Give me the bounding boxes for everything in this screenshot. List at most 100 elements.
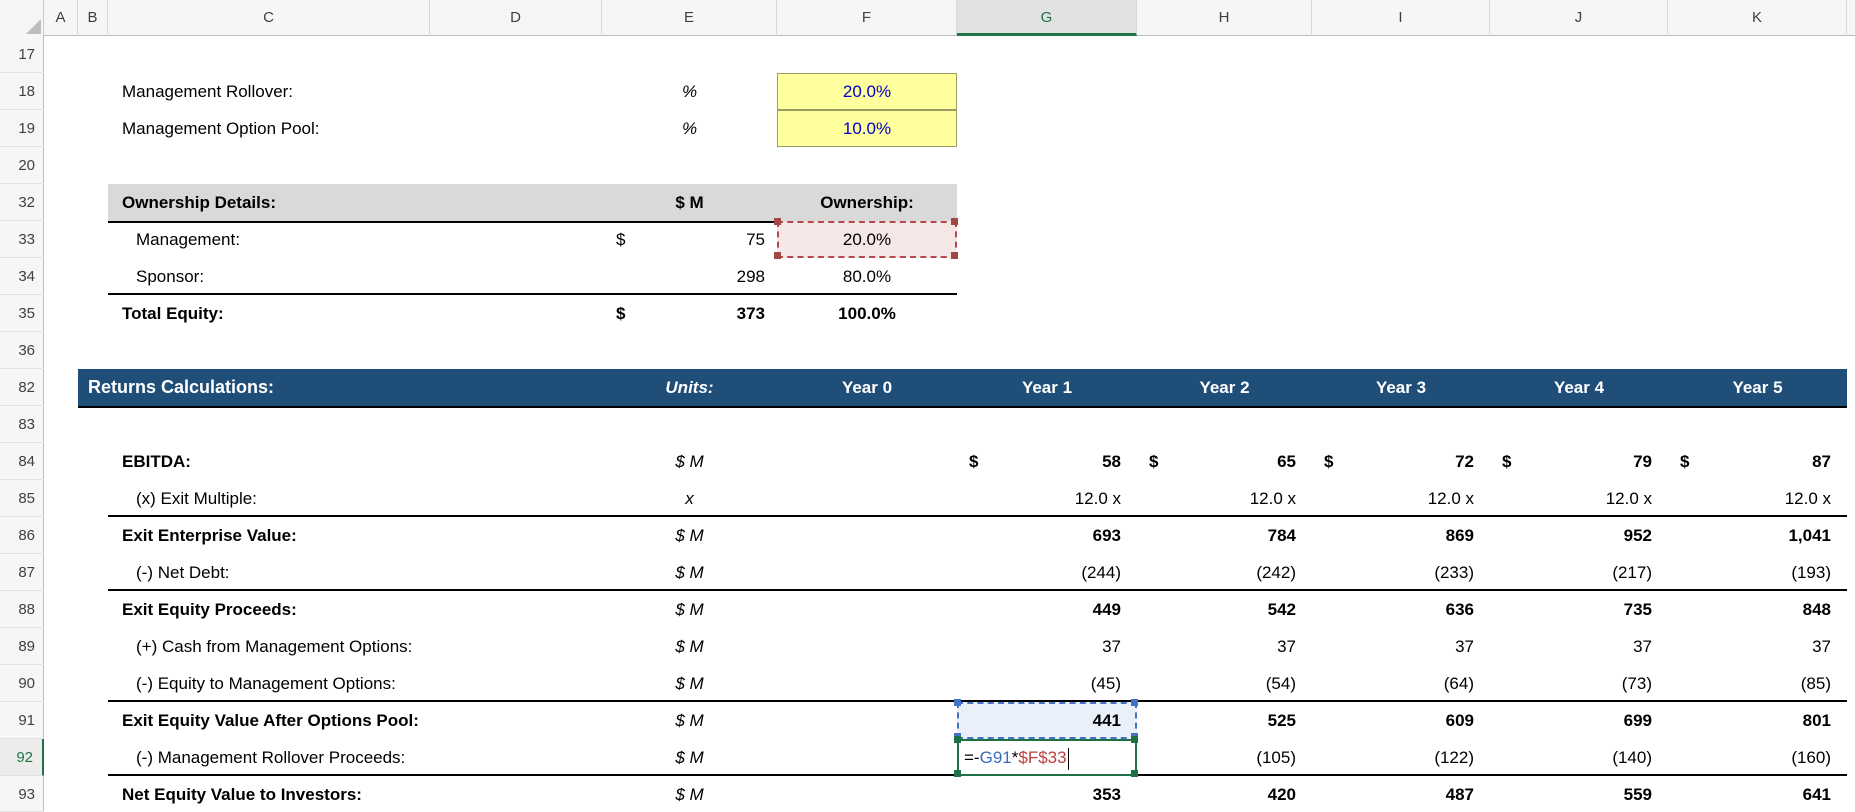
col-header-K[interactable]: K [1668, 0, 1847, 36]
cell-C92-label[interactable]: (-) Management Rollover Proceeds: [136, 748, 406, 767]
col-header-C[interactable]: C [108, 0, 430, 36]
cell-G88[interactable]: 449 [1092, 600, 1121, 619]
cell-C88-label[interactable]: Exit Equity Proceeds: [122, 600, 297, 619]
cell-K91[interactable]: 801 [1802, 711, 1831, 730]
cell-E33-amount[interactable]: 75 [746, 230, 765, 249]
row-header-34[interactable]: 34 [0, 258, 44, 295]
cell-G90[interactable]: (45) [1090, 674, 1121, 693]
cell-E35-amount[interactable]: 373 [736, 304, 765, 323]
cell-F33-precedent-highlight[interactable]: 20.0% [777, 221, 957, 258]
cell-G84[interactable]: $58 [957, 443, 1137, 480]
cell-I92[interactable]: (122) [1434, 748, 1474, 767]
col-header-H[interactable]: H [1137, 0, 1312, 36]
cell-C90-label[interactable]: (-) Equity to Management Options: [136, 674, 396, 693]
cell-J90[interactable]: (73) [1621, 674, 1652, 693]
cell-K90[interactable]: (85) [1800, 674, 1831, 693]
cell-K82-year5[interactable]: Year 5 [1732, 378, 1783, 397]
row-header-33[interactable]: 33 [0, 221, 44, 258]
cell-E91-unit[interactable]: $ M [675, 711, 704, 730]
cell-J85[interactable]: 12.0 x [1605, 489, 1652, 508]
cell-C87-label[interactable]: (-) Net Debt: [136, 563, 230, 582]
cell-H89[interactable]: 37 [1277, 637, 1296, 656]
cell-H85[interactable]: 12.0 x [1249, 489, 1296, 508]
cell-G93[interactable]: 353 [1092, 785, 1121, 804]
cell-J84[interactable]: $79 [1490, 443, 1668, 480]
cell-E93-unit[interactable]: $ M [675, 785, 704, 804]
cell-K84[interactable]: $87 [1668, 443, 1847, 480]
cell-C84-label[interactable]: EBITDA: [122, 452, 191, 471]
cell-F34-pct[interactable]: 80.0% [842, 267, 892, 286]
cell-C19-label[interactable]: Management Option Pool: [122, 119, 320, 138]
cell-I91[interactable]: 609 [1445, 711, 1474, 730]
cell-H82-year2[interactable]: Year 2 [1199, 378, 1250, 397]
cell-H86[interactable]: 784 [1267, 526, 1296, 545]
cell-J89[interactable]: 37 [1633, 637, 1652, 656]
cell-C35-label[interactable]: Total Equity: [122, 304, 224, 323]
cell-I87[interactable]: (233) [1434, 563, 1474, 582]
row-header-18[interactable]: 18 [0, 73, 44, 110]
cell-E85-unit[interactable]: x [685, 489, 694, 508]
cell-C85-label[interactable]: (x) Exit Multiple: [136, 489, 257, 508]
cell-C33-label[interactable]: Management: [136, 230, 240, 249]
cell-E19-unit[interactable]: % [681, 119, 698, 138]
cell-H90[interactable]: (54) [1265, 674, 1296, 693]
cell-C93-label[interactable]: Net Equity Value to Investors: [122, 785, 362, 804]
cell-J86[interactable]: 952 [1623, 526, 1652, 545]
cell-I90[interactable]: (64) [1443, 674, 1474, 693]
cell-I88[interactable]: 636 [1445, 600, 1474, 619]
cell-I93[interactable]: 487 [1445, 785, 1474, 804]
cell-F18-input[interactable]: 20.0% [777, 73, 957, 110]
cell-I89[interactable]: 37 [1455, 637, 1474, 656]
row-header-86[interactable]: 86 [0, 517, 44, 554]
cell-H87[interactable]: (242) [1256, 563, 1296, 582]
cell-C86-label[interactable]: Exit Enterprise Value: [122, 526, 297, 545]
cell-E92-unit[interactable]: $ M [675, 748, 704, 767]
row-header-87[interactable]: 87 [0, 554, 44, 591]
row-header-35[interactable]: 35 [0, 295, 44, 332]
row-header-82[interactable]: 82 [0, 369, 44, 406]
cell-G89[interactable]: 37 [1102, 637, 1121, 656]
cell-H92[interactable]: (105) [1256, 748, 1296, 767]
col-header-B[interactable]: B [78, 0, 108, 36]
cell-F32-header[interactable]: Ownership: [820, 193, 914, 212]
cell-E86-unit[interactable]: $ M [675, 526, 704, 545]
cell-E88-unit[interactable]: $ M [675, 600, 704, 619]
col-header-A[interactable]: A [44, 0, 78, 36]
row-header-89[interactable]: 89 [0, 628, 44, 665]
cell-J91[interactable]: 699 [1623, 711, 1652, 730]
cell-C82-title[interactable]: Returns Calculations: [88, 377, 275, 397]
cell-C34-label[interactable]: Sponsor: [136, 267, 205, 286]
row-header-20[interactable]: 20 [0, 147, 44, 184]
row-header-84[interactable]: 84 [0, 443, 44, 480]
row-header-36[interactable]: 36 [0, 332, 44, 369]
row-header-93[interactable]: 93 [0, 776, 44, 812]
cell-F19-input[interactable]: 10.0% [777, 110, 957, 147]
cell-I85[interactable]: 12.0 x [1427, 489, 1474, 508]
row-header-92-active[interactable]: 92 [0, 739, 44, 776]
cell-G82-year1[interactable]: Year 1 [1021, 378, 1073, 397]
col-header-I[interactable]: I [1312, 0, 1490, 36]
cell-K92[interactable]: (160) [1791, 748, 1831, 767]
cell-I86[interactable]: 869 [1445, 526, 1474, 545]
cell-H93[interactable]: 420 [1267, 785, 1296, 804]
cell-E87-unit[interactable]: $ M [675, 563, 704, 582]
cell-E82-units-header[interactable]: Units: [665, 378, 714, 397]
cell-E34-amount[interactable]: 298 [736, 267, 765, 286]
cell-J93[interactable]: 559 [1623, 785, 1652, 804]
cell-C89-label[interactable]: (+) Cash from Management Options: [136, 637, 413, 656]
row-header-83[interactable]: 83 [0, 406, 44, 443]
cell-K86[interactable]: 1,041 [1788, 526, 1831, 545]
cell-E32-header[interactable]: $ M [675, 193, 704, 212]
col-header-G-selected[interactable]: G [957, 0, 1137, 36]
cell-K85[interactable]: 12.0 x [1784, 489, 1831, 508]
cell-I84[interactable]: $72 [1312, 443, 1490, 480]
row-header-88[interactable]: 88 [0, 591, 44, 628]
row-header-32[interactable]: 32 [0, 184, 44, 221]
cell-G92-formula-edit[interactable]: =-G91*$F$33 [957, 739, 1137, 776]
cell-G86[interactable]: 693 [1092, 526, 1121, 545]
cell-E90-unit[interactable]: $ M [675, 674, 704, 693]
cell-C32-title[interactable]: Ownership Details: [122, 193, 276, 212]
cell-K88[interactable]: 848 [1802, 600, 1831, 619]
cell-J87[interactable]: (217) [1612, 563, 1652, 582]
cell-C18-label[interactable]: Management Rollover: [122, 82, 294, 101]
